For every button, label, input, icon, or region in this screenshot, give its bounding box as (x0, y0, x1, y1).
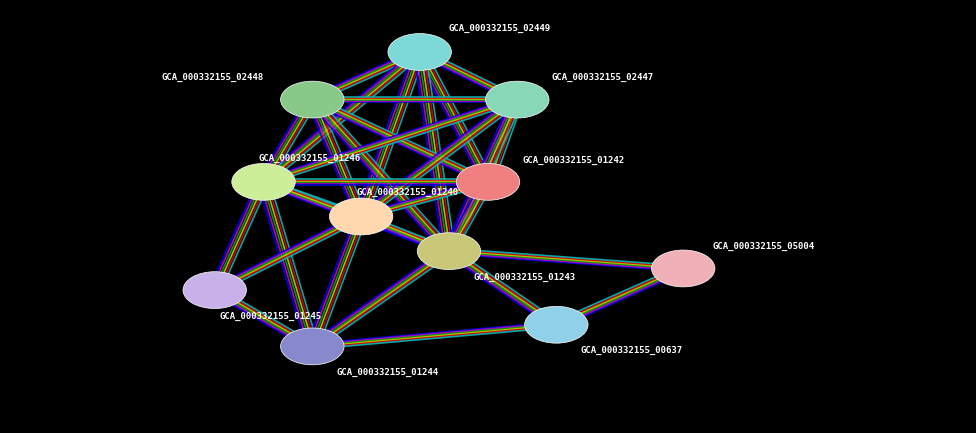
Text: GCA_000332155_02448: GCA_000332155_02448 (161, 73, 264, 83)
Text: GCA_000332155_00637: GCA_000332155_00637 (581, 346, 683, 355)
Ellipse shape (329, 198, 393, 235)
Text: GCA_000332155_01243: GCA_000332155_01243 (473, 272, 576, 282)
Text: GCA_000332155_01242: GCA_000332155_01242 (522, 155, 625, 165)
Ellipse shape (652, 250, 714, 287)
Text: GCA_000332155_02449: GCA_000332155_02449 (449, 23, 551, 33)
Text: GCA_000332155_01245: GCA_000332155_01245 (220, 311, 322, 321)
Ellipse shape (280, 328, 345, 365)
Text: GCA_000332155_01244: GCA_000332155_01244 (337, 368, 439, 377)
Text: GCA_000332155_02447: GCA_000332155_02447 (551, 73, 654, 83)
Ellipse shape (232, 163, 296, 200)
Ellipse shape (456, 163, 520, 200)
Text: GCA_000332155_05004: GCA_000332155_05004 (712, 242, 815, 252)
Ellipse shape (183, 272, 246, 308)
Ellipse shape (525, 307, 588, 343)
Ellipse shape (418, 233, 481, 269)
Text: GCA_000332155_01246: GCA_000332155_01246 (259, 153, 361, 163)
Ellipse shape (388, 34, 452, 70)
Text: GCA_000332155_01240: GCA_000332155_01240 (356, 188, 459, 197)
Ellipse shape (485, 81, 549, 118)
Ellipse shape (280, 81, 345, 118)
